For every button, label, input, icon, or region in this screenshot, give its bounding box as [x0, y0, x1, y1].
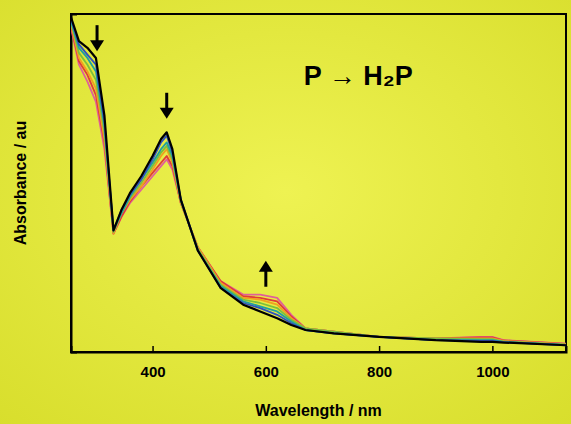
spectrum-line	[71, 17, 566, 345]
plot: 400 600 800 1000 P → H₂P	[71, 14, 567, 380]
x-tick-mark	[266, 346, 268, 352]
x-tick-label: 600	[254, 363, 279, 380]
x-axis-title: Wavelength / nm	[255, 402, 382, 419]
x-tick-label: 400	[141, 363, 166, 380]
spectrum-line	[71, 24, 566, 344]
arrow-head	[259, 261, 273, 272]
y-axis	[72, 15, 78, 353]
x-tick-mark	[379, 346, 381, 352]
arrow-head	[90, 40, 104, 51]
x-tick: 800	[367, 346, 392, 380]
arrows	[90, 25, 273, 287]
x-axis-line	[72, 346, 567, 353]
background	[0, 0, 571, 424]
x-tick: 400	[141, 346, 166, 380]
x-axis: 400 600 800 1000	[72, 346, 567, 380]
x-tick-label: 1000	[476, 363, 509, 380]
x-tick: 600	[254, 346, 279, 380]
y-axis-title: Absorbance / au	[12, 121, 29, 245]
annotation: P → H₂P	[304, 61, 413, 91]
chart: 400 600 800 1000 P → H₂P Wavelength / nm Absor…	[0, 0, 571, 424]
arrow-head	[160, 108, 174, 119]
plot-frame	[71, 14, 566, 352]
spectrum-line	[71, 28, 566, 344]
x-tick-mark	[492, 346, 494, 352]
y-axis-line	[72, 15, 78, 353]
spectrum-line	[71, 22, 566, 344]
series-group	[71, 17, 566, 345]
spectrum-line	[71, 21, 566, 345]
spectrum-line	[71, 26, 566, 344]
x-tick-mark	[152, 346, 154, 352]
x-tick-label: 800	[367, 363, 392, 380]
x-tick: 1000	[476, 346, 509, 380]
spectrum-line	[71, 19, 566, 345]
